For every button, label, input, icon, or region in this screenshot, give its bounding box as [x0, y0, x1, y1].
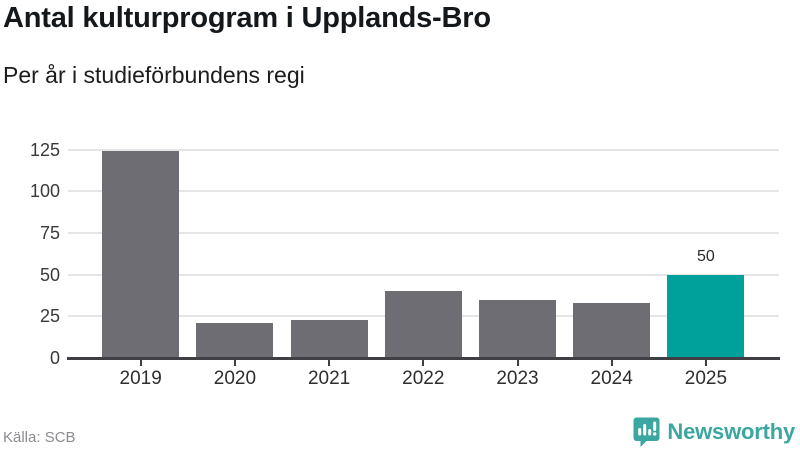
x-axis-label-2023: 2023	[496, 368, 539, 389]
bar-chart-plot-area: 0 25 50 75 100 125 2019 2020 2021 2022 2023 2024 202…	[30, 140, 780, 389]
chart-title: Antal kulturprogram i Upplands-Bro	[3, 2, 491, 34]
bar-2019	[102, 151, 180, 358]
newsworthy-icon	[633, 417, 660, 447]
y-axis-label-75: 75	[39, 223, 60, 244]
bar-2022	[384, 291, 462, 358]
x-axis-tick-2021	[328, 360, 331, 366]
y-axis-label-100: 100	[29, 181, 60, 202]
source-note: Källa: SCB	[3, 429, 76, 446]
y-axis-label-25: 25	[39, 306, 60, 327]
x-axis-tick-2024	[610, 360, 613, 366]
x-axis-label-2025: 2025	[684, 368, 728, 389]
bar-2025	[667, 274, 745, 358]
bar-2020	[196, 323, 274, 358]
x-axis-label-2022: 2022	[402, 368, 445, 389]
x-axis-label-2019: 2019	[119, 368, 162, 389]
bar-2021	[290, 319, 368, 358]
bar-value-label-2025: 50	[696, 247, 715, 265]
y-axis-label-0: 0	[49, 348, 60, 368]
grid-line-75	[68, 232, 779, 235]
x-axis-tick-2022	[422, 360, 425, 366]
x-axis-tick-2023	[516, 360, 519, 366]
x-axis-tick-2019	[139, 360, 142, 366]
grid-line-100	[68, 190, 779, 193]
x-axis-line	[67, 357, 780, 360]
x-axis-label-2020: 2020	[213, 368, 257, 389]
chart-subtitle: Per år i studieförbundens regi	[3, 62, 305, 88]
newsworthy-logo[interactable]: Newsworthy	[633, 416, 795, 448]
bar-2024	[573, 303, 651, 358]
bar-2023	[479, 299, 556, 358]
grid-line-125	[68, 148, 779, 151]
y-axis-label-50: 50	[39, 264, 60, 285]
newsworthy-wordmark: Newsworthy	[667, 419, 795, 444]
y-axis-label-125: 125	[29, 139, 60, 160]
x-axis-tick-2025	[704, 360, 707, 366]
x-axis-tick-2020	[233, 360, 236, 366]
x-axis-label-2024: 2024	[590, 368, 633, 389]
grid-line-50	[68, 273, 779, 276]
x-axis-label-2021: 2021	[307, 368, 351, 389]
